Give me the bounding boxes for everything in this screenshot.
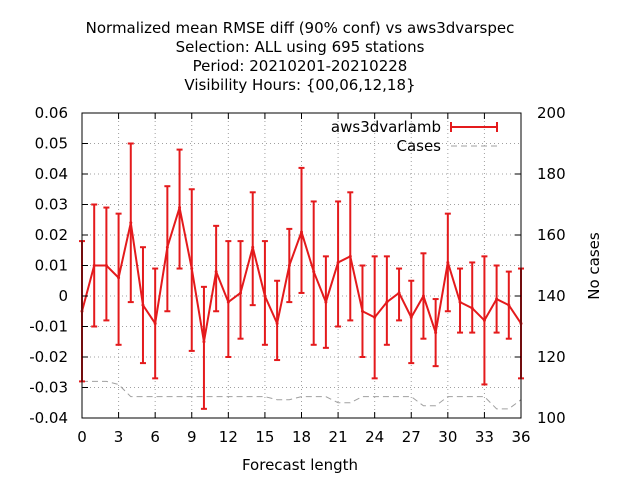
x-tick-label: 30 [438, 428, 457, 446]
diff-point [470, 306, 474, 310]
chart-title-line-3: Period: 20210201-20210228 [193, 57, 408, 75]
diff-point [190, 267, 194, 271]
diff-point [300, 230, 303, 234]
diff-point [141, 303, 145, 307]
x-tick-label: 12 [219, 428, 238, 446]
diff-point [434, 331, 438, 335]
x-tick-label: 18 [292, 428, 311, 446]
y-tick-label: 0.05 [35, 135, 68, 153]
diff-point [92, 264, 96, 267]
x-tick-label: 36 [511, 428, 530, 446]
x-tick-label: 21 [329, 428, 348, 446]
y2-tick-label: 140 [537, 287, 566, 305]
diff-point [129, 221, 133, 225]
y2-tick-label: 180 [537, 165, 566, 183]
legend-label-diff: aws3dvarlamb [331, 118, 441, 136]
y-tick-label: -0.04 [29, 409, 68, 427]
x-axis-label: Forecast length [242, 456, 358, 474]
chart-title-line-2: Selection: ALL using 695 stations [176, 38, 425, 56]
diff-point [495, 297, 499, 301]
y2-tick-label: 100 [537, 409, 566, 427]
diff-point [324, 300, 328, 304]
y2-tick-label: 120 [537, 348, 566, 366]
y-axis-right-label: No cases [585, 232, 603, 300]
y-tick-label: 0.03 [35, 196, 68, 214]
diff-point [421, 294, 425, 298]
y-tick-label: 0.04 [35, 165, 68, 183]
diff-point [385, 300, 389, 304]
diff-point [446, 260, 450, 264]
axes: 0 3 6 9 12 15 18 21 24 27 30 33 36-0.04-0.03-0.02-0.… [29, 104, 565, 446]
diff-point [287, 264, 291, 267]
diff-point [482, 318, 486, 322]
x-tick-label: 3 [114, 428, 124, 446]
diff-point [263, 294, 267, 298]
diff-point [117, 276, 121, 280]
cases-line [82, 380, 522, 410]
diff-point [178, 206, 182, 210]
x-tick-label: 0 [77, 428, 87, 446]
diff-point [373, 315, 377, 319]
x-tick-label: 15 [255, 428, 274, 446]
x-tick-label: 33 [475, 428, 494, 446]
diff-point [153, 321, 157, 325]
legend: aws3dvarlamb Cases [331, 118, 498, 155]
diff-point [336, 260, 340, 264]
y-tick-label: 0.06 [35, 104, 68, 122]
chart-title-line-1: Normalized mean RMSE diff (90% conf) vs … [86, 19, 515, 37]
y2-tick-label: 160 [537, 226, 566, 244]
diff-point [239, 291, 243, 295]
diff-point [104, 264, 108, 267]
y-tick-label: -0.01 [29, 318, 68, 336]
x-tick-label: 9 [187, 428, 197, 446]
y-tick-label: -0.03 [29, 379, 68, 397]
y-tick-label: 0 [58, 287, 68, 305]
diff-point [275, 321, 279, 325]
diff-point [214, 270, 218, 274]
diff-point [348, 254, 352, 258]
diff-point [409, 315, 413, 319]
cases-series [82, 380, 522, 410]
y-tick-label: 0.01 [35, 257, 68, 275]
x-tick-label: 24 [365, 428, 384, 446]
diff-point [226, 300, 230, 304]
y-tick-label: -0.02 [29, 348, 68, 366]
diff-point [458, 300, 462, 304]
legend-label-cases: Cases [396, 137, 441, 155]
chart-title-line-4: Visibility Hours: {00,06,12,18} [184, 76, 415, 94]
x-tick-label: 27 [402, 428, 421, 446]
diff-point [360, 309, 364, 313]
diff-point [397, 291, 401, 295]
y-tick-label: 0.02 [35, 226, 68, 244]
diff-point [202, 340, 206, 344]
y2-tick-label: 200 [537, 104, 566, 122]
diff-point [507, 303, 511, 307]
diff-point [251, 245, 255, 249]
diff-point [165, 245, 169, 249]
x-tick-label: 6 [150, 428, 160, 446]
diff-point [312, 270, 316, 274]
